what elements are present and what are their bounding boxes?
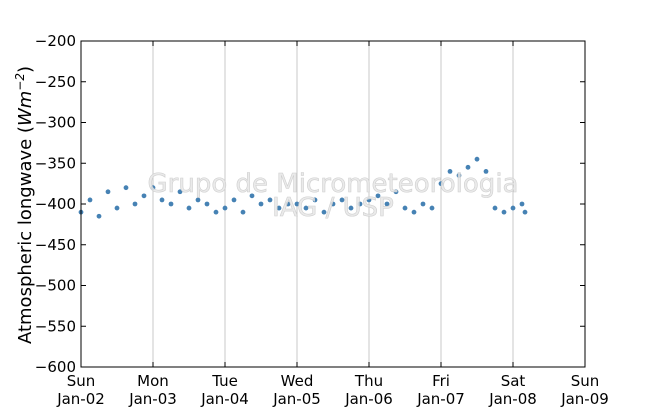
data-point — [303, 205, 309, 211]
data-point — [429, 205, 435, 211]
x-tick-label-day: Tue — [211, 372, 238, 390]
y-axis-label: Atmospheric longwave (Wm−2) — [13, 66, 36, 344]
data-point — [186, 205, 192, 211]
data-point — [420, 201, 426, 207]
y-tick-label: −400 — [35, 195, 76, 213]
x-tick-label-date: Jan-04 — [200, 390, 249, 408]
data-point — [393, 189, 399, 195]
data-point — [411, 209, 417, 215]
data-points — [78, 156, 528, 219]
x-tick-label-date: Jan-05 — [272, 390, 321, 408]
y-tick-label: −250 — [35, 73, 76, 91]
data-point — [240, 209, 246, 215]
y-tick-label: −350 — [35, 154, 76, 172]
data-point — [213, 209, 219, 215]
data-point — [195, 197, 201, 203]
data-point — [465, 164, 471, 170]
data-point — [123, 185, 129, 191]
data-point — [267, 197, 273, 203]
axes: −200−250−300−350−400−450−500−550−600SunJ… — [35, 32, 609, 408]
data-point — [447, 169, 453, 174]
data-point — [159, 197, 165, 203]
data-point — [330, 201, 336, 207]
y-axis-label-close: ) — [15, 66, 36, 73]
data-point — [312, 197, 318, 203]
data-point — [249, 193, 255, 199]
data-point — [276, 205, 282, 211]
y-axis-label-text: Atmospheric longwave ( — [15, 126, 36, 344]
data-point — [132, 201, 138, 207]
x-tick-label-day: Wed — [281, 372, 314, 390]
data-point — [204, 201, 210, 207]
data-point — [141, 193, 147, 199]
data-point — [114, 205, 120, 211]
data-point — [519, 201, 525, 207]
x-tick-label-day: Sun — [571, 372, 600, 390]
data-point — [348, 205, 354, 211]
data-point — [375, 193, 381, 199]
x-tick-label-date: Jan-08 — [488, 390, 537, 408]
y-tick-label: −500 — [35, 277, 76, 295]
data-point — [339, 197, 345, 203]
x-tick-label-date: Jan-07 — [416, 390, 465, 408]
data-point — [294, 201, 300, 207]
data-point — [366, 197, 372, 203]
x-tick-label-date: Jan-03 — [128, 390, 177, 408]
x-tick-label-day: Thu — [354, 372, 383, 390]
data-point — [168, 201, 174, 207]
data-point — [474, 156, 480, 162]
x-tick-label-day: Fri — [432, 372, 450, 390]
data-point — [177, 189, 183, 195]
data-point — [357, 201, 363, 207]
x-tick-label-date: Jan-06 — [344, 390, 393, 408]
x-tick-label-day: Sun — [67, 372, 96, 390]
y-axis-label-unit: Wm — [15, 91, 36, 126]
data-point — [96, 213, 102, 219]
data-point — [231, 197, 237, 203]
y-tick-label: −450 — [35, 236, 76, 254]
watermark: Grupo de Micrometeorologia IAG / USP — [147, 169, 519, 224]
data-point — [105, 189, 111, 195]
data-point — [150, 185, 156, 191]
data-point — [222, 205, 228, 211]
y-tick-label: −200 — [35, 32, 76, 50]
y-tick-label: −600 — [35, 358, 76, 376]
data-point — [258, 201, 264, 207]
data-point — [522, 209, 528, 215]
data-point — [321, 209, 327, 215]
data-point — [456, 173, 462, 178]
data-point — [384, 201, 390, 207]
data-point — [87, 197, 93, 203]
y-tick-label: −550 — [35, 317, 76, 335]
y-axis-label-exponent: −2 — [13, 73, 27, 91]
data-point — [438, 181, 444, 187]
watermark-line-1: Grupo de Micrometeorologia — [148, 169, 519, 199]
data-point — [483, 169, 489, 174]
x-tick-label-day: Mon — [137, 372, 169, 390]
y-tick-label: −300 — [35, 114, 76, 132]
data-point — [510, 205, 516, 211]
data-point — [285, 201, 291, 207]
x-tick-label-date: Jan-09 — [560, 390, 609, 408]
x-tick-label-day: Sat — [501, 372, 526, 390]
watermark-line-2: IAG / USP — [272, 193, 394, 223]
x-tick-label-date: Jan-02 — [56, 390, 105, 408]
data-point — [501, 209, 507, 215]
data-point — [492, 205, 498, 211]
data-point — [402, 205, 408, 211]
